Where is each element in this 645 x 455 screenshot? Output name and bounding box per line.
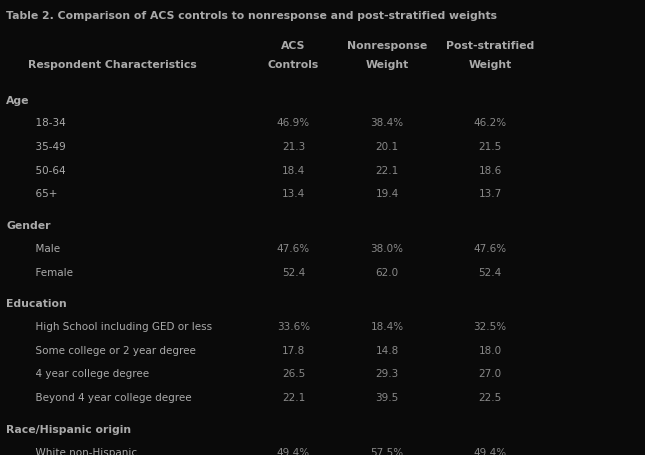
Text: 19.4: 19.4 (375, 189, 399, 199)
Text: 52.4: 52.4 (479, 268, 502, 278)
Text: 32.5%: 32.5% (473, 322, 507, 332)
Text: Table 2. Comparison of ACS controls to nonresponse and post-stratified weights: Table 2. Comparison of ACS controls to n… (6, 11, 497, 21)
Text: 62.0: 62.0 (375, 268, 399, 278)
Text: 46.9%: 46.9% (277, 118, 310, 128)
Text: 18.4%: 18.4% (370, 322, 404, 332)
Text: White non-Hispanic: White non-Hispanic (29, 448, 137, 455)
Text: Some college or 2 year degree: Some college or 2 year degree (29, 346, 196, 356)
Text: 38.4%: 38.4% (370, 118, 404, 128)
Text: 13.7: 13.7 (479, 189, 502, 199)
Text: 14.8: 14.8 (375, 346, 399, 356)
Text: 18.4: 18.4 (282, 166, 305, 176)
Text: 17.8: 17.8 (282, 346, 305, 356)
Text: 38.0%: 38.0% (370, 244, 404, 254)
Text: Education: Education (6, 299, 67, 309)
Text: 33.6%: 33.6% (277, 322, 310, 332)
Text: 57.5%: 57.5% (370, 448, 404, 455)
Text: 18-34: 18-34 (29, 118, 66, 128)
Text: 46.2%: 46.2% (473, 118, 507, 128)
Text: 49.4%: 49.4% (473, 448, 507, 455)
Text: 21.3: 21.3 (282, 142, 305, 152)
Text: Respondent Characteristics: Respondent Characteristics (28, 60, 197, 70)
Text: Weight: Weight (365, 60, 409, 70)
Text: 21.5: 21.5 (479, 142, 502, 152)
Text: 52.4: 52.4 (282, 268, 305, 278)
Text: Male: Male (29, 244, 60, 254)
Text: 47.6%: 47.6% (473, 244, 507, 254)
Text: 27.0: 27.0 (479, 369, 502, 379)
Text: 18.6: 18.6 (479, 166, 502, 176)
Text: 29.3: 29.3 (375, 369, 399, 379)
Text: 49.4%: 49.4% (277, 448, 310, 455)
Text: ACS: ACS (281, 41, 306, 51)
Text: 22.5: 22.5 (479, 393, 502, 403)
Text: Weight: Weight (468, 60, 512, 70)
Text: 18.0: 18.0 (479, 346, 502, 356)
Text: 26.5: 26.5 (282, 369, 305, 379)
Text: 13.4: 13.4 (282, 189, 305, 199)
Text: Female: Female (29, 268, 73, 278)
Text: 20.1: 20.1 (375, 142, 399, 152)
Text: 39.5: 39.5 (375, 393, 399, 403)
Text: Nonresponse: Nonresponse (347, 41, 427, 51)
Text: 4 year college degree: 4 year college degree (29, 369, 149, 379)
Text: 50-64: 50-64 (29, 166, 66, 176)
Text: Post-stratified: Post-stratified (446, 41, 534, 51)
Text: 47.6%: 47.6% (277, 244, 310, 254)
Text: 22.1: 22.1 (375, 166, 399, 176)
Text: 35-49: 35-49 (29, 142, 66, 152)
Text: Controls: Controls (268, 60, 319, 70)
Text: Race/Hispanic origin: Race/Hispanic origin (6, 425, 132, 435)
Text: Age: Age (6, 96, 30, 106)
Text: 22.1: 22.1 (282, 393, 305, 403)
Text: High School including GED or less: High School including GED or less (29, 322, 212, 332)
Text: Gender: Gender (6, 221, 51, 231)
Text: 65+: 65+ (29, 189, 57, 199)
Text: Beyond 4 year college degree: Beyond 4 year college degree (29, 393, 192, 403)
